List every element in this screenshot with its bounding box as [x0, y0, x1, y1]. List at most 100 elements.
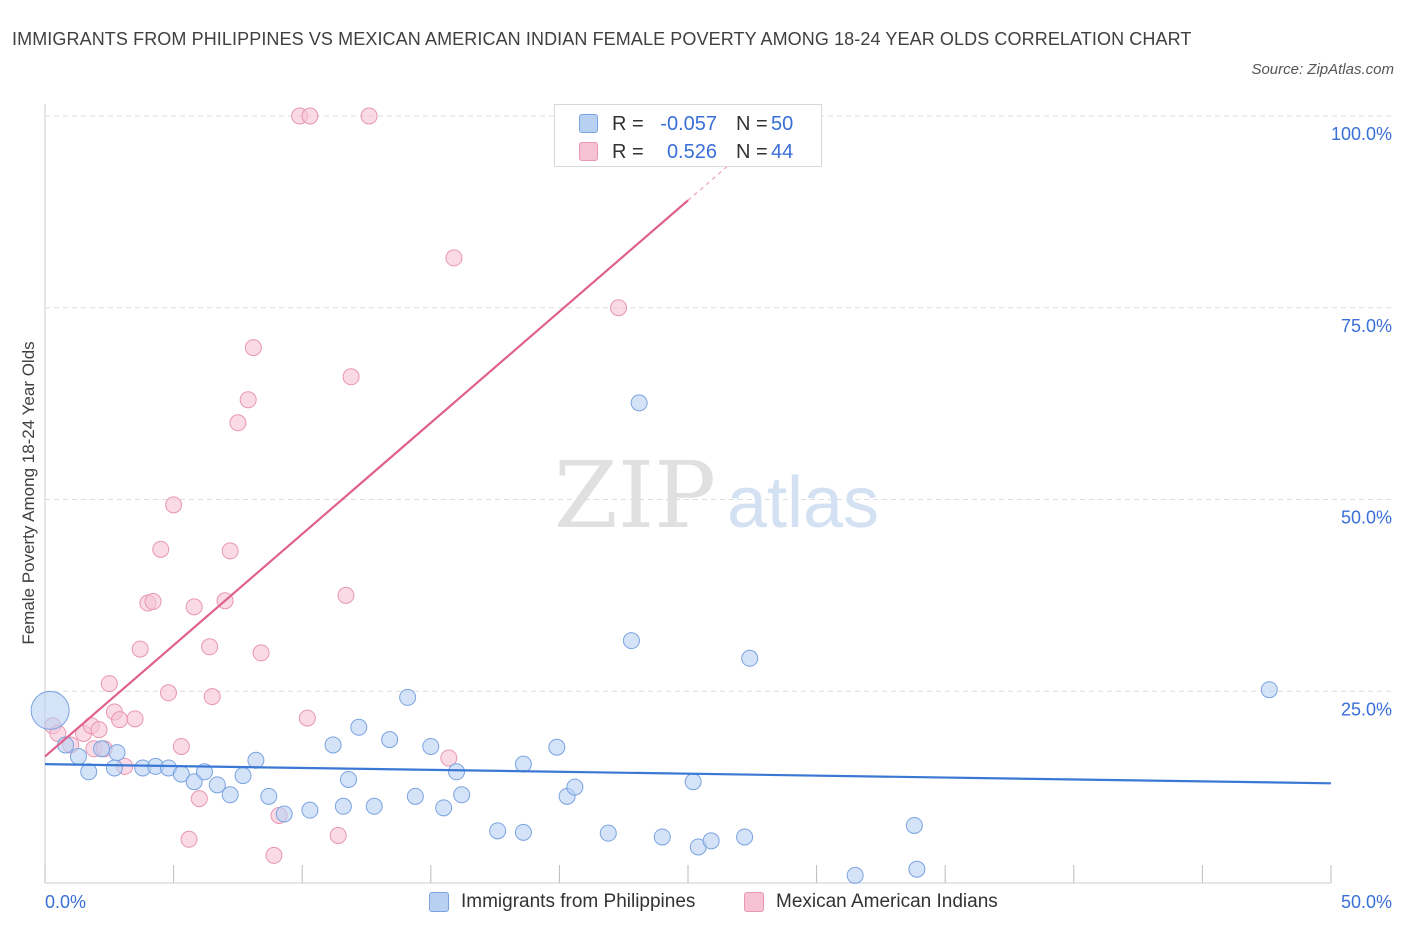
philippines-point [736, 828, 754, 846]
chart-source: Source: ZipAtlas.com [1251, 61, 1394, 78]
legend-label: Immigrants from Philippines [461, 891, 696, 912]
philippines-point [599, 824, 617, 842]
philippines-point [566, 778, 584, 796]
philippines-point [334, 797, 352, 815]
mexican-american-indians-point [152, 540, 170, 558]
mexican-american-indians-point [180, 830, 198, 848]
philippines-point [195, 763, 213, 781]
philippines-point [301, 801, 319, 819]
mexican-american-indians-point [329, 826, 347, 844]
mexican-american-indians-point [144, 593, 162, 611]
y-tick-label: 100.0% [1331, 124, 1392, 144]
legend-r-label: R = [612, 113, 644, 135]
philippines-point [435, 799, 453, 817]
philippines-point [1260, 681, 1278, 699]
philippines-point [422, 737, 440, 755]
mexican-american-indians-point [100, 675, 118, 693]
correlation-legend: R = -0.057 N = 50 R = 0.526 N = 44 [554, 104, 822, 167]
philippines-point [622, 632, 640, 650]
philippines-point [905, 816, 923, 834]
philippines-point [702, 832, 720, 850]
philippines-point [108, 744, 126, 762]
mexican-american-indians-point [201, 638, 219, 656]
x-tick-label: 0.0% [45, 892, 86, 912]
mexican-american-indians-point [298, 709, 316, 727]
mexican-american-indians-point [190, 790, 208, 808]
philippines-point [260, 787, 278, 805]
mexican-american-indians-point [301, 107, 319, 125]
mexican-american-indians-point [159, 684, 177, 702]
philippines-point [247, 751, 265, 769]
legend-r-value: -0.057 [660, 113, 717, 135]
mexican-american-indians-point [244, 339, 262, 357]
mexican-american-indians-point [337, 586, 355, 604]
philippines-point [221, 786, 239, 804]
series-legend: Immigrants from Philippines Mexican Amer… [0, 888, 1406, 918]
mexican-american-indians-point [445, 249, 463, 267]
philippines-point [30, 690, 70, 730]
philippines-point [489, 822, 507, 840]
tick-label-layer: 100.0% 75.0% 50.0% 25.0% 0.0% 50.0% [45, 124, 1392, 912]
legend-swatch-blue [579, 114, 598, 133]
chart-title: IMMIGRANTS FROM PHILIPPINES VS MEXICAN A… [12, 29, 1192, 49]
mexican-american-indians-point [252, 644, 270, 662]
philippines-point [350, 718, 368, 736]
y-axis-label: Female Poverty Among 18-24 Year Olds [19, 341, 38, 644]
mexican-american-indians-trend-line [44, 199, 689, 758]
mexican-american-indians-point [229, 414, 247, 432]
philippines-point [514, 823, 532, 841]
philippines-point [275, 805, 293, 823]
mexican-american-indians-point [221, 542, 239, 560]
philippines-point [846, 866, 864, 884]
watermark-atlas: atlas [727, 463, 879, 543]
mexican-american-indians-point [239, 391, 257, 409]
y-tick-label: 25.0% [1341, 699, 1392, 719]
legend-label: Mexican American Indians [776, 891, 998, 912]
watermark: ZIP atlas [554, 442, 879, 549]
philippines-point [234, 767, 252, 785]
mexican-american-indians-point [131, 640, 149, 658]
legend-n-label: N = [736, 113, 768, 135]
philippines-point [93, 740, 111, 758]
philippines-point [69, 747, 87, 765]
mexican-american-indians-point [126, 710, 144, 728]
legend-r-value: 0.526 [666, 141, 717, 163]
mexican-american-indians-point [185, 598, 203, 616]
philippines-point [105, 759, 123, 777]
legend-swatch-blue [429, 892, 449, 912]
philippines-point [399, 688, 417, 706]
philippines-point [208, 776, 226, 794]
mexican-american-indians-point [203, 688, 221, 706]
philippines-point [741, 649, 759, 667]
mexican-american-indians-point [360, 107, 378, 125]
philippines-point [453, 786, 471, 804]
mexican-american-indians-point [172, 737, 190, 755]
mexican-american-indians-point [165, 496, 183, 514]
philippines-point [908, 860, 926, 878]
philippines-point [548, 738, 566, 756]
philippines-point [324, 736, 342, 754]
philippines-point [339, 770, 357, 788]
mexican-american-indians-point [111, 711, 129, 729]
y-tick-label: 75.0% [1341, 316, 1392, 336]
mexican-american-indians-point [90, 721, 108, 739]
philippines-point [630, 394, 648, 412]
philippines-point [365, 797, 383, 815]
philippines-point [514, 755, 532, 773]
mexican-american-indians-point [342, 368, 360, 386]
legend-n-value: 44 [771, 141, 794, 163]
trend-layer [44, 164, 1332, 785]
philippines-point [185, 773, 203, 791]
mexican-american-indians-point [265, 846, 283, 864]
philippines-point [381, 731, 399, 749]
mexican-american-indians-point [440, 749, 458, 767]
x-tick-label: 50.0% [1341, 892, 1392, 912]
legend-swatch-pink [744, 892, 764, 912]
legend-r-label: R = [612, 141, 644, 163]
legend-n-label: N = [736, 141, 768, 163]
watermark-zip: ZIP [554, 442, 716, 549]
philippines-point [653, 828, 671, 846]
legend-swatch-pink [579, 142, 598, 161]
philippines-point [448, 763, 466, 781]
